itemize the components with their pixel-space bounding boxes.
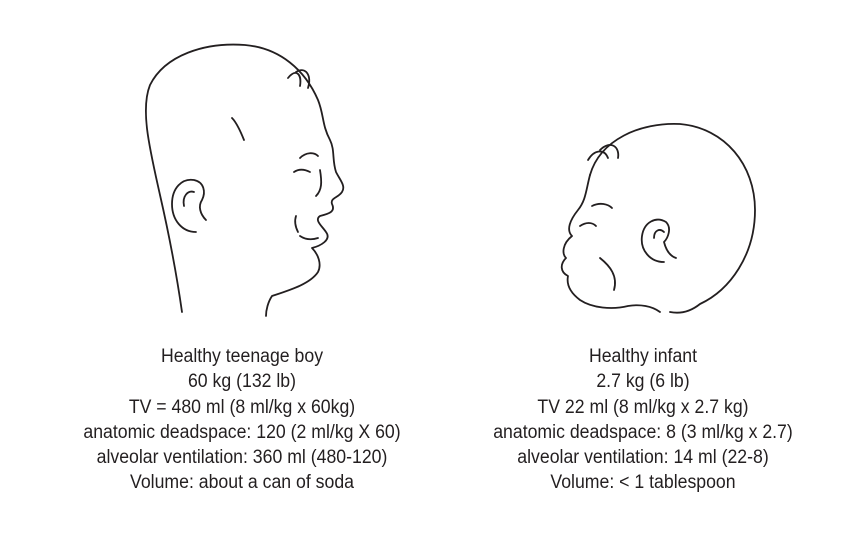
teenage-boy-caption: Healthy teenage boy 60 kg (132 lb) TV = … — [37, 344, 446, 496]
infant-profile-drawing — [560, 123, 756, 314]
caption-title: Healthy teenage boy — [160, 346, 324, 367]
infant-caption: Healthy infant 2.7 kg (6 lb) TV 22 ml (8… — [438, 344, 847, 496]
caption-alveolar-ventilation: alveolar ventilation: 360 ml (480-120) — [96, 447, 388, 469]
caption-weight: 2.7 kg (6 lb) — [596, 371, 690, 393]
teenage-boy-profile-drawing — [144, 43, 345, 317]
caption-alveolar-ventilation: alveolar ventilation: 14 ml (22-8) — [517, 447, 769, 469]
caption-tidal-volume: TV = 480 ml (8 ml/kg x 60kg) — [128, 396, 356, 418]
caption-tidal-volume: TV 22 ml (8 ml/kg x 2.7 kg) — [537, 396, 749, 418]
caption-title: Healthy infant — [588, 346, 698, 367]
caption-deadspace: anatomic deadspace: 8 (3 ml/kg x 2.7) — [493, 421, 793, 443]
caption-volume: Volume: < 1 tablespoon — [550, 472, 736, 494]
caption-deadspace: anatomic deadspace: 120 (2 ml/kg X 60) — [83, 421, 401, 443]
caption-volume: Volume: about a can of soda — [130, 472, 354, 494]
caption-weight: 60 kg (132 lb) — [187, 371, 297, 393]
